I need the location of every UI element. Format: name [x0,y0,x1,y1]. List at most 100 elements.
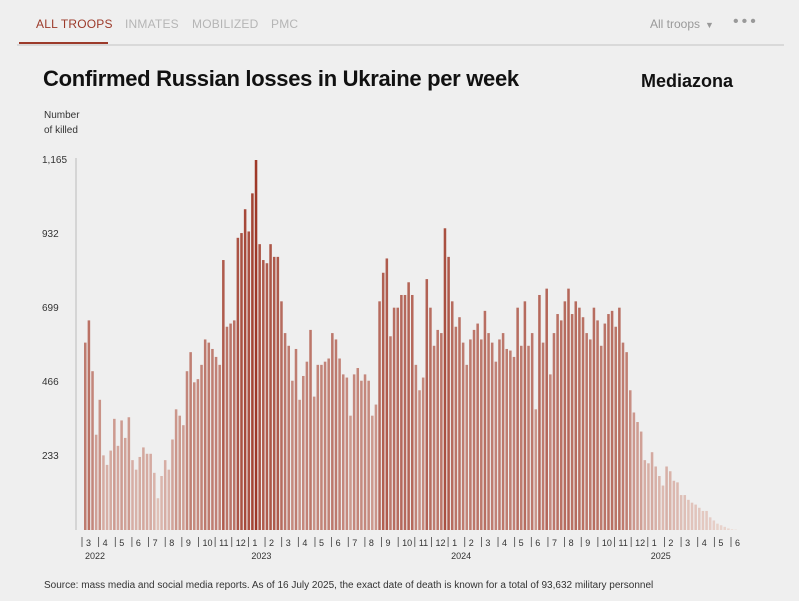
x-tick-label: 1 [452,538,457,548]
bar [621,342,625,530]
bar [200,364,203,530]
bar [349,415,352,530]
x-tick-label: 9 [386,538,391,548]
bar [327,358,330,530]
bar [98,399,102,530]
troops-filter-dropdown[interactable]: All troops ▼ [650,17,714,31]
x-tick-label: 1 [652,538,657,548]
x-tick-label: 7 [352,538,357,548]
x-tick-label: 8 [369,538,374,548]
bar [392,307,396,530]
bar [549,374,552,530]
y-tick-label: 466 [42,377,59,388]
bar [211,348,214,530]
bar [574,301,578,530]
bar [356,368,360,530]
bar [225,326,229,530]
bar [690,502,694,530]
x-tick-label: 11 [619,538,628,548]
x-tick-label: 8 [169,538,174,548]
bar [269,244,272,530]
bar [596,320,599,530]
bar [643,460,647,530]
tab-pmc[interactable]: PMC [271,17,299,31]
bar [436,329,439,530]
more-dots-icon[interactable]: ••• [733,13,759,30]
bar [523,301,527,530]
bar [341,374,345,530]
bar [229,323,232,530]
bar [472,329,476,530]
bar [381,272,385,530]
chevron-down-icon: ▼ [705,20,714,30]
x-tick-label: 5 [519,538,524,548]
bar [610,310,614,530]
bar [109,450,112,530]
tab-all-troops[interactable]: ALL TROOPS [36,17,113,31]
bar [207,342,211,530]
x-tick-label: 2 [469,538,474,548]
bar [632,412,636,530]
bar [563,301,567,530]
bar [570,314,574,530]
y-axis-label-line-2: of killed [44,125,78,136]
source-note: Source: mass media and social media repo… [44,580,654,591]
bar [498,339,501,530]
chart-title: Confirmed Russian losses in Ukraine per … [43,66,519,91]
bar [661,485,665,530]
bar [280,301,283,530]
bar [247,231,251,530]
bar [461,342,465,530]
bar [440,333,443,530]
x-tick-label: 5 [718,538,723,548]
bar [719,525,723,530]
bar [116,445,120,530]
x-tick-label: 6 [735,538,740,548]
bar [458,317,461,530]
bar [701,510,705,530]
bar [338,358,341,530]
year-label: 2025 [651,551,671,561]
bar [174,409,178,530]
bar [298,399,301,530]
bar [407,282,410,530]
bar [723,526,726,530]
bar [294,348,298,530]
bar [654,466,657,530]
bar [578,307,581,530]
bar [614,326,617,530]
bar [494,361,498,530]
bar [87,320,91,530]
y-tick-label: 699 [42,303,59,314]
y-axis-label-line-1: Number [44,110,80,121]
bar [618,307,621,530]
bar [480,339,483,530]
bar [400,294,403,530]
bar [189,352,192,530]
bar [145,453,149,530]
bar [236,237,240,530]
x-tick-label: 11 [419,538,428,548]
x-tick-label: 5 [319,538,324,548]
year-label: 2024 [451,551,471,561]
tab-mobilized[interactable]: MOBILIZED [192,17,259,31]
x-tick-label: 6 [136,538,141,548]
x-tick-label: 3 [485,538,490,548]
tab-bar: ALL TROOPS INMATES MOBILIZED PMC [17,0,784,46]
bar [665,466,668,530]
x-tick-label: 9 [186,538,191,548]
x-tick-label: 11 [219,538,228,548]
bar [367,380,370,530]
bar [592,307,596,530]
bar [113,418,116,530]
x-tick-label: 6 [535,538,540,548]
bar [650,452,654,530]
brand-logo: Mediazona [641,71,734,91]
tab-inmates[interactable]: INMATES [125,17,179,31]
bar [389,336,392,530]
bar [378,301,381,530]
x-tick-label: 10 [602,538,612,548]
bar [672,480,676,530]
x-tick-label: 3 [286,538,291,548]
bar [585,333,588,530]
